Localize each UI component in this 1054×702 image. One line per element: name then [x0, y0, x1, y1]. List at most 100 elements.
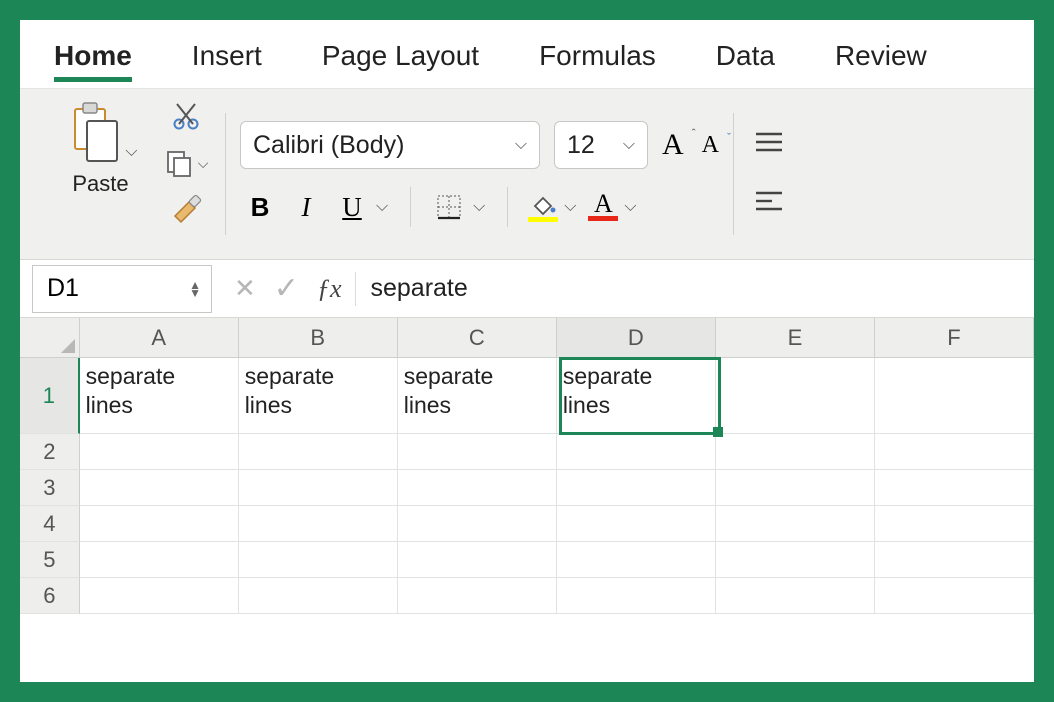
name-box[interactable]: D1 ▲▼	[32, 265, 212, 313]
cell[interactable]	[239, 470, 398, 506]
column-header[interactable]: F	[875, 318, 1034, 357]
font-size-value: 12	[567, 131, 595, 160]
font-size-select[interactable]: 12 ⌵	[554, 121, 648, 169]
format-painter-button[interactable]	[161, 191, 211, 227]
separator	[410, 187, 411, 227]
tab-home[interactable]: Home	[24, 34, 162, 86]
font-name-select[interactable]: Calibri (Body) ⌵	[240, 121, 540, 169]
cell[interactable]	[557, 578, 716, 614]
chevron-down-icon[interactable]: ⌵	[564, 198, 576, 216]
font-color-indicator	[588, 216, 618, 221]
chevron-down-icon[interactable]: ⌵	[624, 198, 636, 216]
column-header[interactable]: B	[239, 318, 398, 357]
paintbrush-icon	[169, 192, 203, 226]
fill-color-indicator	[528, 217, 558, 222]
cell[interactable]	[875, 506, 1034, 542]
cell[interactable]	[80, 542, 239, 578]
accept-icon[interactable]: ✓	[274, 271, 299, 306]
align-left-icon	[752, 188, 786, 214]
ribbon-tabs: HomeInsertPage LayoutFormulasDataReview	[20, 20, 1034, 88]
cell[interactable]	[875, 470, 1034, 506]
cell[interactable]	[557, 434, 716, 470]
cut-button[interactable]	[161, 99, 211, 135]
row-header[interactable]: 1	[20, 358, 80, 434]
cancel-icon[interactable]: ✕	[234, 273, 256, 304]
align-top-button[interactable]	[752, 129, 786, 160]
cell[interactable]	[557, 542, 716, 578]
cell[interactable]	[239, 542, 398, 578]
alignment-group	[734, 99, 800, 249]
cell[interactable]: separate lines	[239, 358, 398, 434]
cell[interactable]	[398, 542, 557, 578]
cell[interactable]	[875, 542, 1034, 578]
row-header[interactable]: 6	[20, 578, 80, 614]
borders-button[interactable]	[429, 187, 469, 227]
clipboard-mini-buttons: ⌵	[161, 99, 211, 227]
cell[interactable]: separate lines	[80, 358, 239, 434]
cell[interactable]	[716, 358, 875, 434]
copy-icon	[164, 148, 194, 178]
underline-button[interactable]: U	[332, 187, 372, 227]
font-color-button[interactable]: A	[586, 193, 620, 221]
cell[interactable]	[398, 470, 557, 506]
cell[interactable]	[875, 434, 1034, 470]
tab-data[interactable]: Data	[686, 34, 805, 86]
chevron-down-icon[interactable]: ⌵	[473, 198, 485, 216]
increase-font-button[interactable]: Aˆ	[662, 128, 684, 162]
cell[interactable]	[716, 470, 875, 506]
cell[interactable]	[875, 578, 1034, 614]
cell[interactable]	[239, 578, 398, 614]
bold-button[interactable]: B	[240, 187, 280, 227]
cell[interactable]	[80, 470, 239, 506]
column-header[interactable]: A	[80, 318, 239, 357]
select-all-corner[interactable]	[20, 318, 80, 357]
grid-row: 3	[20, 470, 1034, 506]
grid-rows: 1separate linesseparate linesseparate li…	[20, 358, 1034, 614]
tab-formulas[interactable]: Formulas	[509, 34, 686, 86]
tab-insert[interactable]: Insert	[162, 34, 292, 86]
align-lines-icon	[752, 129, 786, 155]
tab-review[interactable]: Review	[805, 34, 957, 86]
cell[interactable]: separate lines	[398, 358, 557, 434]
row-header[interactable]: 4	[20, 506, 80, 542]
spreadsheet-app: HomeInsertPage LayoutFormulasDataReview …	[20, 20, 1034, 682]
cell[interactable]	[239, 506, 398, 542]
tab-page-layout[interactable]: Page Layout	[292, 34, 509, 86]
paste-button[interactable]: ⌵ Paste	[48, 99, 153, 197]
column-header[interactable]: C	[398, 318, 557, 357]
cell[interactable]	[716, 542, 875, 578]
decrease-font-button[interactable]: Aˇ	[702, 132, 719, 159]
cell[interactable]	[398, 434, 557, 470]
cell[interactable]	[716, 434, 875, 470]
formula-input[interactable]: separate	[364, 274, 467, 303]
cell[interactable]	[239, 434, 398, 470]
cell[interactable]	[557, 506, 716, 542]
row-header[interactable]: 3	[20, 470, 80, 506]
fx-icon[interactable]: ƒx	[311, 274, 348, 304]
separator	[507, 187, 508, 227]
cell[interactable]	[398, 506, 557, 542]
row-header[interactable]: 5	[20, 542, 80, 578]
name-box-spinner[interactable]: ▲▼	[189, 281, 201, 297]
row-header[interactable]: 2	[20, 434, 80, 470]
cell[interactable]	[716, 578, 875, 614]
cell[interactable]	[80, 578, 239, 614]
paste-label: Paste	[72, 171, 128, 197]
column-header[interactable]: E	[716, 318, 875, 357]
cell[interactable]	[80, 506, 239, 542]
chevron-down-icon[interactable]: ⌵	[376, 198, 388, 216]
cell[interactable]	[80, 434, 239, 470]
fill-color-button[interactable]	[526, 192, 560, 222]
cell[interactable]	[716, 506, 875, 542]
cell[interactable]	[875, 358, 1034, 434]
font-group: Calibri (Body) ⌵ 12 ⌵ Aˆ Aˇ B I U ⌵	[226, 99, 733, 249]
cell[interactable]	[557, 470, 716, 506]
cell[interactable]	[398, 578, 557, 614]
align-left-button[interactable]	[752, 188, 786, 219]
copy-button[interactable]: ⌵	[161, 145, 211, 181]
spreadsheet-grid: ABCDEF 1separate linesseparate linessepa…	[20, 318, 1034, 614]
italic-button[interactable]: I	[286, 187, 326, 227]
chevron-down-icon: ⌵	[125, 143, 137, 161]
column-header[interactable]: D	[557, 318, 716, 357]
cell[interactable]: separate lines	[557, 358, 716, 434]
